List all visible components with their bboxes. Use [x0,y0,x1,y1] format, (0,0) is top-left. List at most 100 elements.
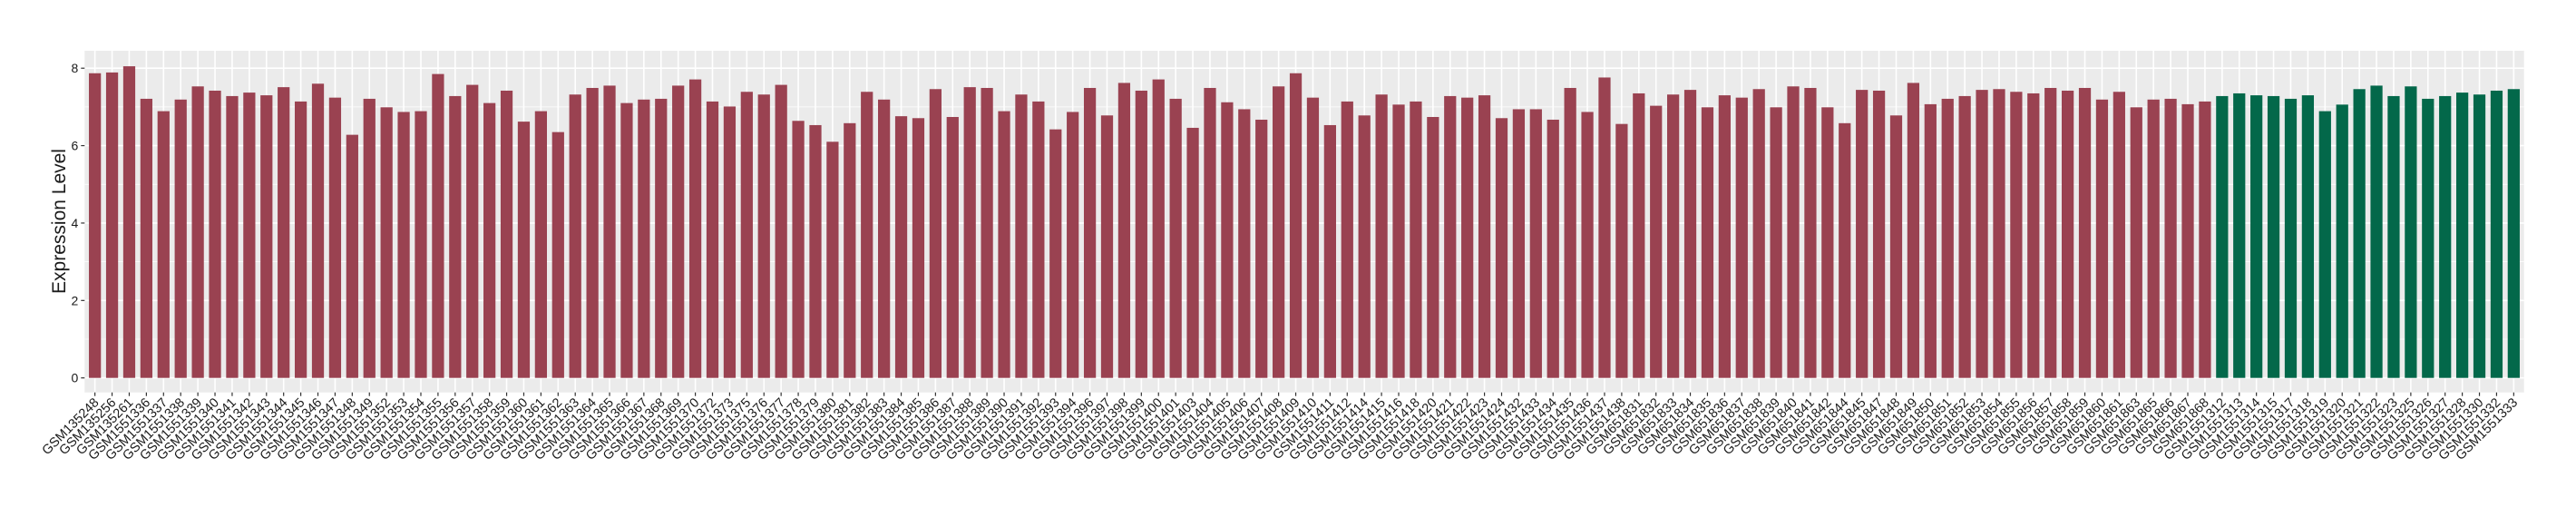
bars [89,66,2520,378]
bar-GSM1551330 [2473,94,2486,378]
bar-GSM1551424 [1495,118,1508,378]
bar-GSM1551433 [1529,109,1542,378]
bar-GSM651840 [1787,86,1800,378]
bar-GSM651847 [1872,90,1886,378]
bar-GSM1551416 [1392,104,1405,378]
bar-GSM1551381 [844,122,856,378]
bar-GSM1551432 [1512,109,1526,378]
bar-GSM651845 [1856,90,1869,378]
bar-GSM651867 [2181,103,2194,378]
bar-GSM1551339 [191,86,204,378]
bar-GSM651848 [1889,115,1903,378]
bar-GSM1551367 [638,99,650,378]
bar-GSM651833 [1667,94,1680,378]
bar-GSM1551363 [569,94,581,378]
bar-GSM1551435 [1564,87,1576,378]
bar-GSM1551337 [157,111,170,378]
bar-GSM135261 [122,66,136,378]
bar-GSM1551370 [688,79,702,378]
bar-GSM1551357 [466,84,479,378]
bar-GSM1551399 [1135,90,1147,378]
bar-GSM1551411 [1323,124,1336,378]
bar-GSM1551388 [963,87,976,378]
bar-GSM1551314 [2250,95,2263,378]
bar-GSM1551405 [1221,102,1234,378]
bar-GSM1551326 [2422,98,2435,378]
bar-GSM651837 [1735,97,1748,378]
bar-GSM1551358 [483,102,496,378]
bar-GSM1551410 [1306,97,1320,378]
bar-GSM1551359 [500,90,513,378]
bar-GSM1551343 [260,95,273,378]
bar-GSM1551313 [2233,93,2246,378]
bar-GSM1551365 [603,85,616,378]
bar-GSM1551332 [2490,90,2503,378]
bar-GSM1551404 [1204,87,1216,378]
bar-GSM1551377 [775,84,787,378]
y-axis: 0 2 4 6 8 [72,61,85,385]
bar-GSM1551342 [243,93,256,378]
bar-GSM651836 [1718,95,1731,378]
bar-GSM1551344 [278,87,290,378]
bar-GSM651841 [1804,87,1817,378]
bar-GSM1551414 [1358,115,1371,378]
bar-GSM1551348 [346,134,358,378]
bar-GSM1551385 [912,118,925,378]
bar-GSM651851 [1941,98,1954,378]
bar-GSM1551312 [2216,95,2229,378]
bar-GSM651868 [2199,101,2211,378]
bar-GSM1551338 [174,99,187,378]
bar-GSM1551356 [449,95,462,378]
bar-GSM651857 [2044,87,2057,378]
bar-GSM135248 [89,73,102,378]
bar-GSM1551401 [1169,98,1182,378]
bar-GSM1551384 [894,116,908,378]
bar-GSM651838 [1752,89,1765,378]
bar-GSM1551421 [1444,95,1457,378]
bar-GSM651853 [1976,90,1988,378]
bar-GSM1551354 [415,111,427,378]
bar-GSM1551322 [2370,85,2383,378]
bar-GSM651861 [2113,92,2125,378]
bar-GSM1551378 [792,121,805,378]
bar-GSM1551336 [140,98,153,378]
y-tick-label: 8 [72,61,79,75]
bar-GSM651858 [2062,90,2074,378]
bar-GSM1551418 [1410,101,1422,378]
bar-GSM1551393 [1049,129,1062,378]
bar-GSM651844 [1839,122,1851,378]
bar-GSM651849 [1907,83,1920,378]
bar-GSM1551347 [328,97,342,378]
bar-GSM1551382 [861,92,873,378]
bar-GSM1551380 [826,141,839,378]
bar-GSM1551420 [1427,116,1439,378]
bar-GSM1551327 [2439,95,2452,378]
bar-GSM651842 [1821,107,1834,378]
bar-GSM651855 [2010,92,2023,378]
bar-GSM1551353 [397,112,410,378]
bar-GSM1551379 [809,124,822,378]
bar-GSM651852 [1958,95,1971,378]
bar-GSM1551323 [2387,95,2400,378]
bar-GSM651831 [1633,93,1645,378]
bar-GSM1551407 [1255,119,1268,378]
bar-GSM1551319 [2318,111,2331,378]
bar-GSM1551340 [209,90,221,378]
bar-GSM1551422 [1461,97,1474,378]
bar-GSM651835 [1701,107,1714,378]
bar-GSM1551364 [586,87,599,378]
bar-GSM651832 [1650,105,1663,378]
bar-GSM1551408 [1273,86,1285,378]
bar-GSM1551412 [1341,101,1353,378]
bar-GSM1551325 [2405,86,2417,378]
bar-GSM651863 [2130,107,2142,378]
bar-GSM1551366 [620,102,633,378]
bar-GSM1551386 [929,89,942,378]
bar-GSM1551415 [1375,94,1388,378]
bar-GSM1551355 [432,73,444,378]
y-tick-label: 4 [72,216,79,230]
bar-GSM651854 [1993,89,2005,378]
bar-GSM1551352 [380,107,393,378]
bar-GSM1551360 [517,122,531,378]
